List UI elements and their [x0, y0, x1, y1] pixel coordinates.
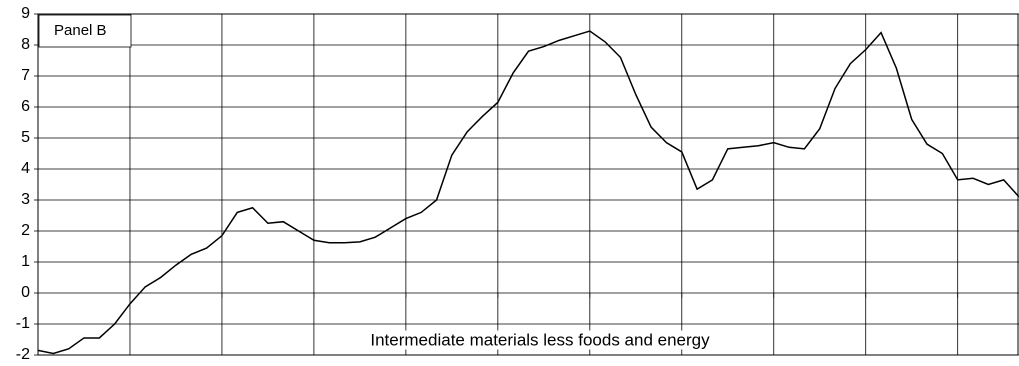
plot-frame [37, 13, 1019, 356]
y-tick-label: 8 [21, 36, 30, 53]
panel-label-box [38, 14, 132, 48]
y-tick-label: 0 [21, 284, 30, 301]
y-tick-label: 2 [21, 222, 30, 239]
y-tick-label: 7 [21, 67, 30, 84]
y-tick-label: -1 [16, 315, 30, 332]
y-tick-label: 6 [21, 98, 30, 115]
y-tick-label: 5 [21, 129, 30, 146]
annotation: Intermediate materials less foods and en… [370, 330, 710, 349]
data-line [37, 30, 1019, 355]
panel-label: Panel B [54, 22, 107, 39]
y-tick-label: 9 [21, 5, 30, 22]
y-tick-label: 3 [21, 191, 30, 208]
y-tick-label: -2 [16, 346, 30, 363]
y-tick-label: 4 [21, 160, 30, 177]
annotation-bg [367, 330, 714, 350]
y-tick-label: 1 [21, 253, 30, 270]
